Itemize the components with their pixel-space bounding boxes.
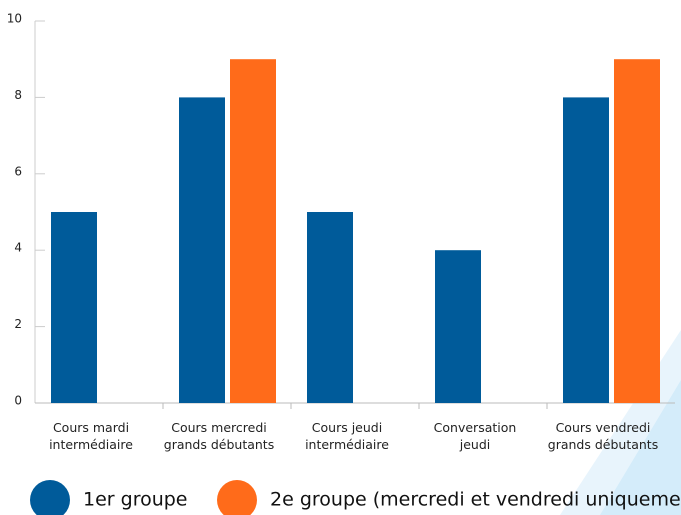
y-tick-label: 10 — [7, 12, 22, 26]
bar — [307, 212, 353, 403]
background-shape — [600, 380, 681, 515]
bar — [435, 250, 481, 403]
bar — [563, 97, 609, 404]
y-tick-label: 4 — [14, 241, 22, 255]
y-tick-label: 8 — [14, 88, 22, 102]
legend-label: 2e groupe (mercredi et vendredi uniqueme… — [270, 489, 681, 511]
bar — [179, 97, 225, 404]
y-tick-label: 6 — [14, 164, 22, 178]
bar — [614, 59, 660, 403]
y-tick-label: 0 — [14, 394, 22, 408]
bar — [51, 212, 97, 403]
legend-label: 1er groupe — [83, 489, 188, 511]
x-tick-label: Cours mercredi grands débutants — [163, 420, 275, 452]
bar — [230, 59, 276, 403]
x-tick-label: Conversation jeudi — [433, 420, 517, 452]
legend-swatch — [30, 480, 70, 515]
y-tick-label: 2 — [14, 317, 22, 331]
x-tick-label: Cours vendredi grands débutants — [547, 420, 659, 452]
x-tick-label: Cours jeudi intermédiaire — [305, 420, 389, 452]
legend-swatch — [217, 480, 257, 515]
x-tick-label: Cours mardi intermédiaire — [49, 420, 133, 452]
